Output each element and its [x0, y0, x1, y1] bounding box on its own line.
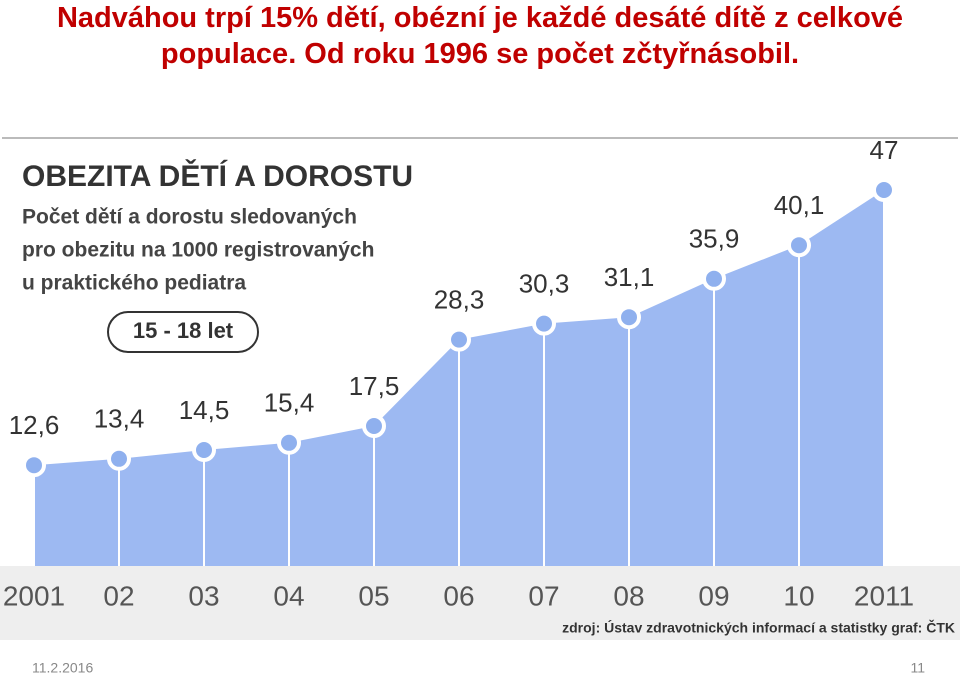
plot [22, 178, 896, 566]
x-tick-label: 07 [528, 580, 559, 611]
point [787, 233, 811, 258]
chart-subtitle: u praktického pediatra [22, 272, 246, 295]
point [702, 266, 726, 291]
point [22, 453, 46, 478]
chart-title: OBEZITA DĚTÍ A DOROSTU [22, 159, 413, 193]
point [362, 414, 386, 438]
x-tick-label: 2001 [3, 580, 65, 611]
source: zdroj: Ústav zdravotnických informací a … [562, 619, 955, 636]
point [447, 327, 471, 352]
point [107, 446, 131, 471]
annotation-badge [107, 311, 259, 353]
value-label: 47 [870, 135, 899, 165]
x-tick-label: 06 [443, 580, 474, 611]
value-label: 17,5 [349, 371, 400, 401]
point [872, 178, 896, 202]
chart-subtitle: pro obezitu na 1000 registrovaných [22, 239, 374, 262]
title-line: Nadváhou trpí 15% dětí, obézní je každé … [56, 2, 904, 34]
x-tick-label: 03 [188, 580, 219, 611]
x-tick-label: 09 [698, 580, 729, 611]
point [277, 430, 301, 455]
value-label: 40,1 [774, 190, 825, 220]
chart-subtitle: Počet dětí a dorostu sledovaných [22, 206, 357, 229]
point [532, 311, 556, 336]
value-label: 14,5 [179, 395, 230, 425]
value-label: 15,4 [264, 388, 315, 418]
footer-page: 11 [910, 660, 925, 676]
point [617, 305, 641, 330]
value-label: 28,3 [434, 284, 485, 314]
annotation: 15 - 18 let [133, 318, 234, 343]
x-tick-label: 08 [613, 580, 644, 611]
value-label: 13,4 [94, 404, 145, 434]
footer-date: 11.2.2016 [32, 660, 93, 676]
value-label: 35,9 [689, 224, 740, 254]
x-tick-label: 05 [358, 580, 389, 611]
axis-band [0, 566, 960, 640]
x-tick-label: 2011 [854, 580, 914, 611]
x-tick-label: 10 [783, 580, 814, 611]
x-tick-label: 04 [273, 580, 304, 611]
slide-title: Nadváhou trpí 15% dětí, obézní je každé … [0, 0, 960, 72]
point [192, 438, 216, 462]
x-tick-label: 02 [103, 580, 134, 611]
value-label: 31,1 [604, 262, 655, 292]
value-label: 12,6 [9, 410, 60, 440]
value-label: 30,3 [519, 268, 570, 298]
title-line: populace. Od roku 1996 se počet zčtyřnás… [160, 38, 800, 70]
